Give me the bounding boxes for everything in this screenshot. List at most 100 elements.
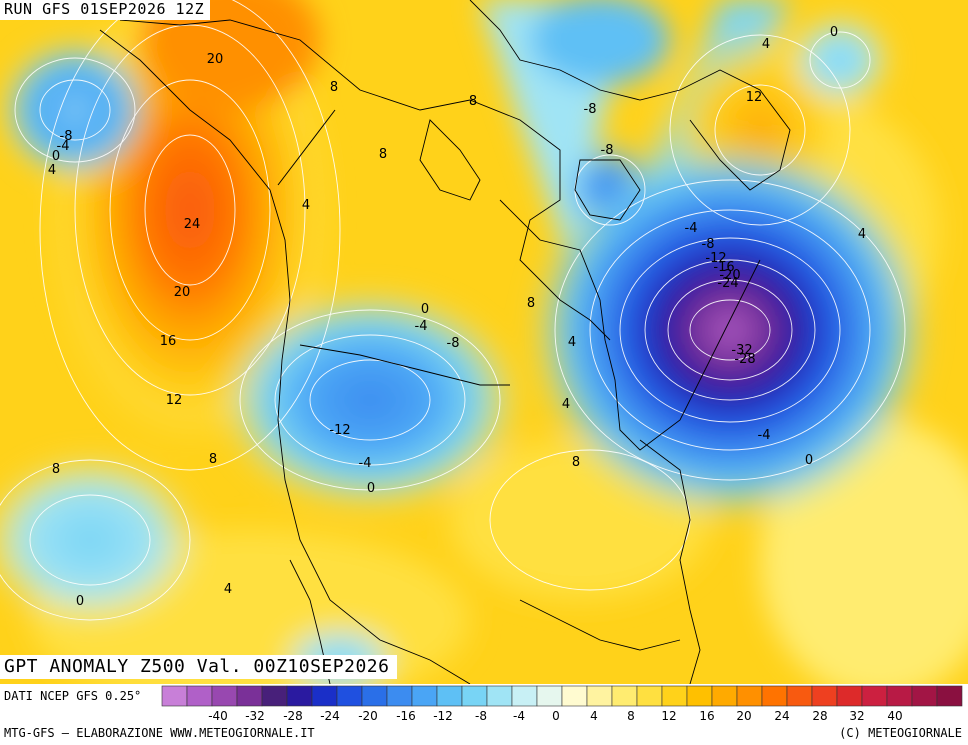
contour-label: -8 (584, 102, 597, 117)
legend-tick-label: 16 (699, 709, 714, 723)
legend-swatch (511, 685, 538, 707)
legend-tick-label: -20 (358, 709, 378, 723)
legend-swatch (261, 685, 288, 707)
legend-swatch (411, 685, 438, 707)
legend-swatches (161, 685, 963, 707)
legend-swatch (836, 685, 863, 707)
legend-swatch (361, 685, 388, 707)
legend-swatch (236, 685, 263, 707)
legend-swatch (886, 685, 913, 707)
legend-swatch (861, 685, 888, 707)
legend-tick-label: 32 (849, 709, 864, 723)
contour-label: -28 (734, 352, 755, 367)
contour-label: -32 (731, 343, 752, 358)
coastlines (99, 0, 791, 684)
contour-label: -4 (758, 428, 771, 443)
contour-label: 8 (379, 147, 387, 162)
legend-tick-label: 0 (552, 709, 560, 723)
legend-swatch (586, 685, 613, 707)
contour-label: 4 (224, 582, 232, 597)
contour-label: 4 (568, 335, 576, 350)
legend-swatch (811, 685, 838, 707)
borders (277, 109, 510, 386)
isolines (0, 0, 906, 621)
contour-label: 0 (805, 453, 813, 468)
contour-label: -8 (60, 129, 73, 144)
legend-swatch (561, 685, 588, 707)
legend-tick-label: -28 (283, 709, 303, 723)
contour-label: 0 (76, 594, 84, 609)
contour-label: 20 (174, 285, 191, 300)
legend-tick-label: -40 (208, 709, 228, 723)
legend-tick-label: -12 (433, 709, 453, 723)
legend-tick-label: 4 (590, 709, 598, 723)
contour-label: 4 (858, 227, 866, 242)
contour-label: 4 (562, 397, 570, 412)
legend-swatch (286, 685, 313, 707)
map-title: GPT ANOMALY Z500 Val. 00Z10SEP2026 (0, 655, 398, 679)
contour-label: 20 (207, 52, 224, 67)
legend-swatch (436, 685, 463, 707)
contour-label: 8 (527, 296, 535, 311)
contour-label: 8 (209, 452, 217, 467)
legend-swatch (461, 685, 488, 707)
run-label: RUN GFS 01SEP2026 12Z (0, 0, 211, 20)
legend-swatch (636, 685, 663, 707)
contour-label: -24 (717, 276, 738, 291)
contour-labels: 20242016128888484481240-8-404-8-8-4-8-12… (48, 25, 866, 609)
legend-tick-label: 8 (627, 709, 635, 723)
contour-label: 8 (572, 455, 580, 470)
contour-label: 4 (302, 198, 310, 213)
legend-swatch (786, 685, 813, 707)
contour-label: -8 (601, 143, 614, 158)
contour-label: 4 (48, 163, 56, 178)
legend-swatch (911, 685, 938, 707)
legend-swatch (761, 685, 788, 707)
contour-label: -8 (447, 336, 460, 351)
contour-label: 24 (184, 217, 201, 232)
legend-tick-label: 28 (812, 709, 827, 723)
contour-label: 0 (52, 149, 60, 164)
contour-label: 4 (762, 37, 770, 52)
contour-label: -4 (685, 221, 698, 236)
legend-swatch (336, 685, 363, 707)
contour-label: 12 (746, 90, 763, 105)
legend-swatch (386, 685, 413, 707)
contour-label: 0 (830, 25, 838, 40)
color-legend: -40 -32 -28 -24 -20 -16 -12 -8 -4 0 4 8 12 16 20 24 28 32… (161, 685, 963, 723)
contour-label: -8 (702, 237, 715, 252)
contour-label: 8 (469, 94, 477, 109)
legend-tick-label: 12 (661, 709, 676, 723)
contour-label: -12 (705, 251, 726, 266)
legend-swatch (536, 685, 563, 707)
anomaly-field (0, 0, 968, 684)
legend-swatch (211, 685, 238, 707)
legend-tick-label: -8 (475, 709, 487, 723)
contour-label: 0 (367, 481, 375, 496)
contour-label: -4 (415, 319, 428, 334)
legend-swatch (686, 685, 713, 707)
credit-left: MTG-GFS – ELABORAZIONE WWW.METEOGIORNALE… (4, 726, 315, 740)
legend-swatch (736, 685, 763, 707)
contour-label: 0 (421, 302, 429, 317)
legend-swatch (661, 685, 688, 707)
anomaly-map: 20242016128888484481240-8-404-8-8-4-8-12… (0, 0, 968, 684)
contour-label: -12 (329, 423, 350, 438)
legend-tick-label: -32 (245, 709, 265, 723)
contour-label: -4 (57, 139, 70, 154)
legend-tick-label: 24 (774, 709, 789, 723)
contour-label: 8 (330, 80, 338, 95)
legend-tick-labels: -40 -32 -28 -24 -20 -16 -12 -8 -4 0 4 8 12 16 20 24 28 32… (208, 709, 902, 723)
legend-tick-label: -4 (513, 709, 525, 723)
contour-label: -16 (713, 260, 734, 275)
legend-swatch (611, 685, 638, 707)
legend-tick-label: -16 (396, 709, 416, 723)
legend-swatch (311, 685, 338, 707)
legend-swatch (936, 685, 963, 707)
contour-label: -20 (719, 268, 740, 283)
legend-tick-label: 20 (736, 709, 751, 723)
contour-label: 8 (52, 462, 60, 477)
legend-swatch (486, 685, 513, 707)
legend-swatch (711, 685, 738, 707)
